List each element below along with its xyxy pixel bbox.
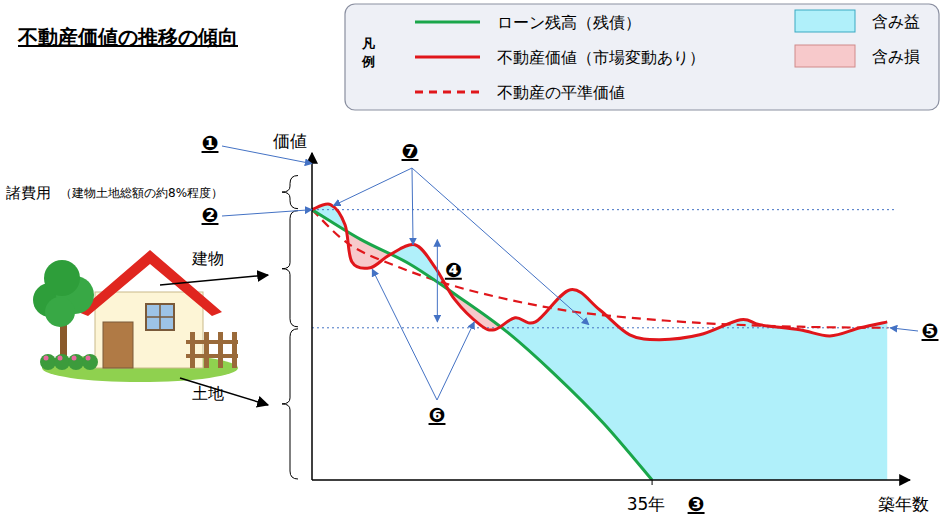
legend-swatch <box>415 56 480 59</box>
legend-label: 不動産価値（市場変動あり） <box>497 48 705 67</box>
fence-post <box>218 332 223 368</box>
annotation-label: ❹ <box>445 258 462 282</box>
bush <box>54 354 70 370</box>
annotation-label: ❸ <box>688 492 705 516</box>
pointer-arrow <box>160 275 268 285</box>
annotation-label: ❺ <box>922 319 939 343</box>
legend-swatch <box>795 10 855 32</box>
annotation-arrow <box>890 328 918 331</box>
door <box>103 322 133 368</box>
annotation-label: ❻ <box>429 403 446 427</box>
flower <box>58 356 63 361</box>
annotation-label: ❼ <box>402 139 419 163</box>
tree-leaf <box>45 297 75 327</box>
title: 不動産価値の推移の傾向 <box>17 25 238 49</box>
annotation-label: ❷ <box>202 203 219 227</box>
annotation-arrow <box>372 269 437 400</box>
bracket <box>282 211 298 327</box>
window-bar <box>146 316 174 318</box>
x-tick-label: 35年 <box>627 494 666 514</box>
legend-title-char: 例 <box>361 54 375 69</box>
chart-root: 不動産価値の推移の傾向 凡例 ローン残高（残債） 不動産価値（市場変動あり） 不動産の平… <box>0 0 946 522</box>
legend-label: 不動産の平準価値 <box>497 83 625 102</box>
fence-rail <box>186 354 238 358</box>
annotation-arrow <box>437 322 474 400</box>
legend-label: 含み益 <box>872 12 920 31</box>
house-illustration <box>33 250 268 405</box>
fence-post <box>204 332 209 368</box>
y-axis <box>311 153 313 480</box>
annotation-arrow <box>412 168 589 325</box>
legend-swatch <box>415 91 480 94</box>
series-line <box>312 210 652 480</box>
bracket <box>282 329 298 479</box>
bush <box>82 354 98 370</box>
chart-svg: 不動産価値の推移の傾向 凡例 ローン残高（残債） 不動産価値（市場変動あり） 不動産の平… <box>0 0 946 522</box>
plot-area <box>312 204 895 480</box>
reference-line <box>312 209 895 210</box>
tree-leaf <box>44 260 80 296</box>
flower <box>44 356 49 361</box>
bracket <box>282 176 298 209</box>
reference-line <box>312 327 895 328</box>
legend-swatch <box>795 45 855 67</box>
legend-title: 凡例 <box>361 36 375 69</box>
bush <box>68 354 84 370</box>
annotation-arrow <box>222 146 312 164</box>
window <box>146 304 174 330</box>
loss-area-group <box>312 210 652 480</box>
bracket-label: 建物 <box>191 249 224 268</box>
axis-title: 築年数 <box>878 494 929 514</box>
bracket-label: 諸費用 <box>6 184 51 202</box>
annotation-arrow <box>437 240 438 322</box>
fence-post <box>190 332 195 368</box>
legend-title-char: 凡 <box>361 36 375 51</box>
legend-label: 含み損 <box>872 47 920 66</box>
x-axis <box>312 479 910 481</box>
pointer-arrow <box>180 378 268 405</box>
loss-area <box>312 210 652 480</box>
annotation-arrow <box>412 168 413 245</box>
series-line <box>312 204 887 340</box>
flower <box>72 356 77 361</box>
gain-area-group <box>312 204 887 480</box>
annotation-arrow <box>333 168 412 206</box>
bracket-note: （建物土地総額の約8%程度） <box>60 186 223 200</box>
annotation-label: ❶ <box>202 131 219 155</box>
annotation-arrow <box>222 210 312 216</box>
legend-box <box>345 4 939 110</box>
flower <box>86 356 91 361</box>
axis-title: 価値 <box>273 131 307 151</box>
fence-post <box>232 332 237 368</box>
x-tick <box>652 480 653 485</box>
fence-rail <box>186 340 238 344</box>
legend-label: ローン残高（残債） <box>497 13 641 32</box>
gain-area <box>312 204 887 480</box>
bush <box>40 354 56 370</box>
legend-swatch <box>415 21 480 24</box>
